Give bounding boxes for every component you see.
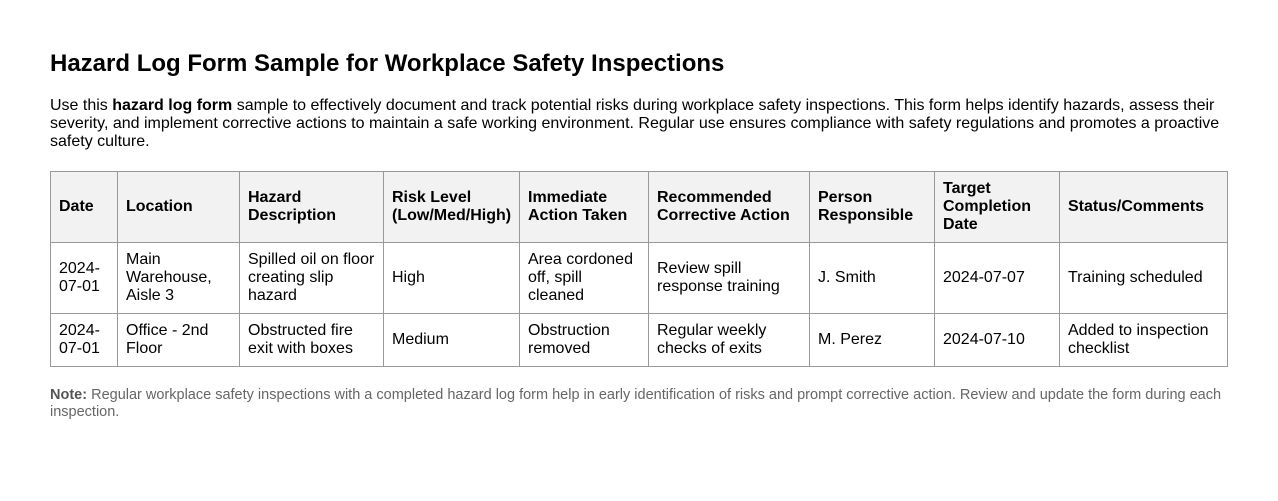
table-cell: Review spill response training [648, 242, 810, 314]
intro-bold-text: hazard log form [112, 97, 233, 114]
intro-paragraph: Use this hazard log form sample to effec… [50, 97, 1227, 151]
table-cell: 2024-07-01 [50, 242, 118, 314]
column-header: Risk Level (Low/Med/High) [383, 171, 520, 243]
table-cell: Main Warehouse, Aisle 3 [117, 242, 240, 314]
table-cell: 2024-07-10 [934, 313, 1060, 367]
column-header: Target Completion Date [934, 171, 1060, 243]
table-cell: J. Smith [809, 242, 935, 314]
table-cell: High [383, 242, 520, 314]
column-header: Person Responsible [809, 171, 935, 243]
table-cell: 2024-07-01 [50, 313, 118, 367]
column-header: Hazard Description [239, 171, 384, 243]
table-row: 2024-07-01 Office - 2nd Floor Obstructed f… [50, 313, 1228, 367]
table-cell: Obstruction removed [519, 313, 649, 367]
table-header-row: Date Location Hazard Description Risk Level… [50, 171, 1228, 243]
table-row: 2024-07-01 Main Warehouse, Aisle 3 Spilled… [50, 242, 1228, 314]
column-header: Location [117, 171, 240, 243]
column-header: Recommended Corrective Action [648, 171, 810, 243]
page-title: Hazard Log Form Sample for Workplace Saf… [50, 50, 725, 77]
note-text: Regular workplace safety inspections wit… [50, 387, 1222, 420]
table-cell: Area cordoned off, spill cleaned [519, 242, 649, 314]
intro-text: Use this [50, 97, 113, 114]
hazard-log-table: Date Location Hazard Description Risk Level… [50, 171, 1228, 367]
table-cell: Added to inspection checklist [1059, 313, 1228, 367]
table-cell: M. Perez [809, 313, 935, 367]
document: Hazard Log Form Sample for Workplace Saf… [50, 50, 1228, 421]
note-label: Note: [50, 387, 88, 403]
column-header: Status/Comments [1059, 171, 1228, 243]
table-cell: Regular weekly checks of exits [648, 313, 810, 367]
table-cell: Spilled oil on floor creating slip hazar… [239, 242, 384, 314]
note: Note: Regular workplace safety inspectio… [50, 387, 1227, 421]
table-cell: Obstructed fire exit with boxes [239, 313, 384, 367]
table-cell: 2024-07-07 [934, 242, 1060, 314]
column-header: Date [50, 171, 118, 243]
column-header: Immediate Action Taken [519, 171, 649, 243]
table-cell: Office - 2nd Floor [117, 313, 240, 367]
intro-text-rest: sample to effectively document and track… [50, 97, 1220, 150]
table-cell: Training scheduled [1059, 242, 1228, 314]
table-cell: Medium [383, 313, 520, 367]
